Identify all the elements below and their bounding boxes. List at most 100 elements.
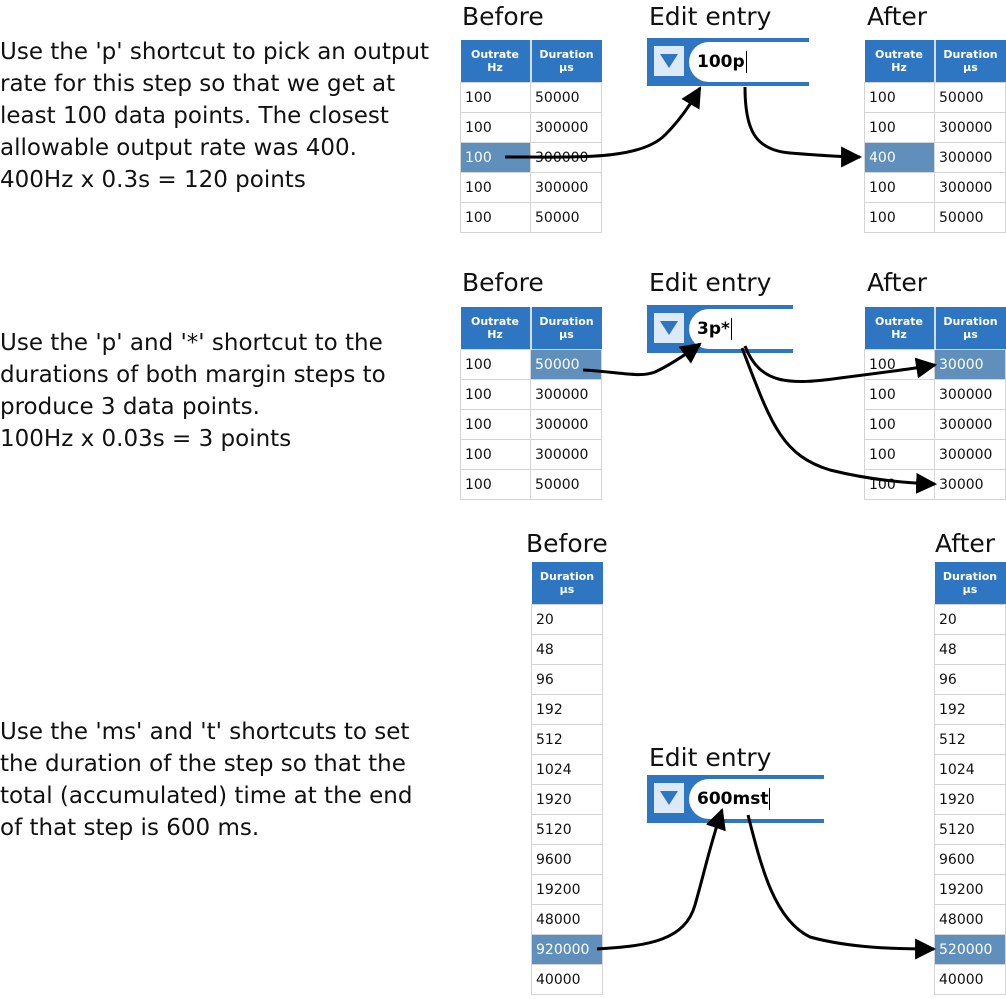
table-row: 400 300000 <box>864 142 1006 173</box>
duration-cell[interactable]: 300000 <box>934 142 1006 173</box>
duration-cell[interactable]: 1920 <box>934 784 1006 815</box>
outrate-cell[interactable]: 100 <box>864 112 935 143</box>
duration-cell-selected[interactable]: 30000 <box>934 349 1006 380</box>
entry-input[interactable]: 600mst <box>689 779 824 819</box>
edit-entry-box: 100p <box>647 38 809 86</box>
duration-cell[interactable]: 300000 <box>530 409 602 440</box>
entry-text: 600mst <box>697 789 769 809</box>
outrate-cell[interactable]: 100 <box>460 379 531 410</box>
before-table: Duration μs 20 48 96 192 512 1024 1920 51… <box>531 562 603 995</box>
entry-input[interactable]: 100p <box>689 42 809 82</box>
outrate-cell[interactable]: 100 <box>460 469 531 500</box>
duration-cell[interactable]: 9600 <box>934 844 1006 875</box>
before-table: Outrate Hz Duration μs 100 50000 100 30000… <box>460 307 602 500</box>
duration-cell[interactable]: 300000 <box>934 172 1006 203</box>
outrate-cell[interactable]: 100 <box>460 82 531 113</box>
duration-header[interactable]: Duration μs <box>530 40 602 83</box>
entry-input[interactable]: 3p* <box>689 309 793 349</box>
outrate-header[interactable]: Outrate Hz <box>460 40 532 83</box>
outrate-cell[interactable]: 100 <box>864 439 935 470</box>
duration-header[interactable]: Duration μs <box>934 562 1006 605</box>
outrate-cell[interactable]: 100 <box>864 172 935 203</box>
table-row: 100 50000 <box>864 82 1006 113</box>
outrate-cell-selected[interactable]: 100 <box>460 142 531 173</box>
table-row: 520000 <box>934 934 1006 965</box>
duration-cell[interactable]: 300000 <box>530 172 602 203</box>
header-label: Outrate <box>470 315 519 328</box>
duration-cell[interactable]: 300000 <box>530 112 602 143</box>
table-row: 100 300000 <box>460 142 602 173</box>
dropdown-button[interactable] <box>654 46 684 76</box>
duration-cell[interactable]: 300000 <box>934 409 1006 440</box>
duration-cell[interactable]: 300000 <box>530 379 602 410</box>
outrate-cell[interactable]: 100 <box>864 469 935 500</box>
duration-cell[interactable]: 300000 <box>530 439 602 470</box>
outrate-cell[interactable]: 100 <box>460 349 531 380</box>
outrate-header[interactable]: Outrate Hz <box>460 307 532 350</box>
outrate-header[interactable]: Outrate Hz <box>864 307 936 350</box>
duration-header[interactable]: Duration μs <box>934 40 1006 83</box>
outrate-header[interactable]: Outrate Hz <box>864 40 936 83</box>
duration-cell[interactable]: 192 <box>934 694 1006 725</box>
duration-cell[interactable]: 96 <box>934 664 1006 695</box>
duration-cell[interactable]: 512 <box>531 724 603 755</box>
duration-cell[interactable]: 96 <box>531 664 603 695</box>
outrate-cell[interactable]: 100 <box>460 112 531 143</box>
duration-cell-selected[interactable]: 520000 <box>934 934 1006 965</box>
header-unit: Hz <box>487 61 503 74</box>
outrate-cell-selected[interactable]: 400 <box>864 142 935 173</box>
duration-cell[interactable]: 300000 <box>934 379 1006 410</box>
duration-cell[interactable]: 19200 <box>531 874 603 905</box>
duration-cell[interactable]: 300000 <box>530 142 602 173</box>
duration-cell[interactable]: 50000 <box>530 469 602 500</box>
outrate-cell[interactable]: 100 <box>460 172 531 203</box>
duration-cell[interactable]: 512 <box>934 724 1006 755</box>
duration-cell-selected[interactable]: 920000 <box>531 934 603 965</box>
duration-cell[interactable]: 48000 <box>934 904 1006 935</box>
curved-arrow-icon <box>596 808 726 951</box>
duration-cell[interactable]: 5120 <box>531 814 603 845</box>
duration-cell[interactable]: 192 <box>531 694 603 725</box>
duration-cell[interactable]: 48 <box>531 634 603 665</box>
outrate-cell[interactable]: 100 <box>864 202 935 233</box>
description-line: of that step is 600 ms. <box>0 815 260 841</box>
duration-cell[interactable]: 19200 <box>934 874 1006 905</box>
duration-cell[interactable]: 1024 <box>531 754 603 785</box>
duration-cell[interactable]: 9600 <box>531 844 603 875</box>
duration-cell[interactable]: 48000 <box>531 904 603 935</box>
dropdown-button[interactable] <box>654 313 684 343</box>
description-line: Use the 'p' shortcut to pick an output <box>0 39 430 65</box>
outrate-cell[interactable]: 100 <box>460 202 531 233</box>
duration-cell[interactable]: 5120 <box>934 814 1006 845</box>
outrate-cell[interactable]: 100 <box>864 379 935 410</box>
duration-header[interactable]: Duration μs <box>531 562 603 605</box>
dropdown-button[interactable] <box>654 783 684 813</box>
outrate-cell[interactable]: 100 <box>864 409 935 440</box>
outrate-cell[interactable]: 100 <box>864 82 935 113</box>
duration-cell[interactable]: 40000 <box>934 964 1006 995</box>
outrate-cell[interactable]: 100 <box>460 439 531 470</box>
table-row: 100 300000 <box>460 379 602 410</box>
duration-cell[interactable]: 50000 <box>934 202 1006 233</box>
duration-cell[interactable]: 1920 <box>531 784 603 815</box>
duration-header[interactable]: Duration μs <box>530 307 602 350</box>
outrate-cell[interactable]: 100 <box>460 409 531 440</box>
duration-cell[interactable]: 300000 <box>934 112 1006 143</box>
duration-header[interactable]: Duration μs <box>934 307 1006 350</box>
duration-cell[interactable]: 1024 <box>934 754 1006 785</box>
duration-cell[interactable]: 20 <box>934 604 1006 635</box>
triangle-down-icon <box>660 791 678 805</box>
duration-cell[interactable]: 300000 <box>934 439 1006 470</box>
duration-cell[interactable]: 50000 <box>934 82 1006 113</box>
duration-cell[interactable]: 48 <box>934 634 1006 665</box>
duration-cell[interactable]: 40000 <box>531 964 603 995</box>
header-label: Duration <box>943 315 998 328</box>
after-caption: After <box>867 268 928 297</box>
duration-cell[interactable]: 20 <box>531 604 603 635</box>
duration-cell[interactable]: 30000 <box>934 469 1006 500</box>
duration-cell[interactable]: 50000 <box>530 82 602 113</box>
duration-cell[interactable]: 50000 <box>530 202 602 233</box>
outrate-cell[interactable]: 100 <box>864 349 935 380</box>
duration-cell-selected[interactable]: 50000 <box>530 349 602 380</box>
